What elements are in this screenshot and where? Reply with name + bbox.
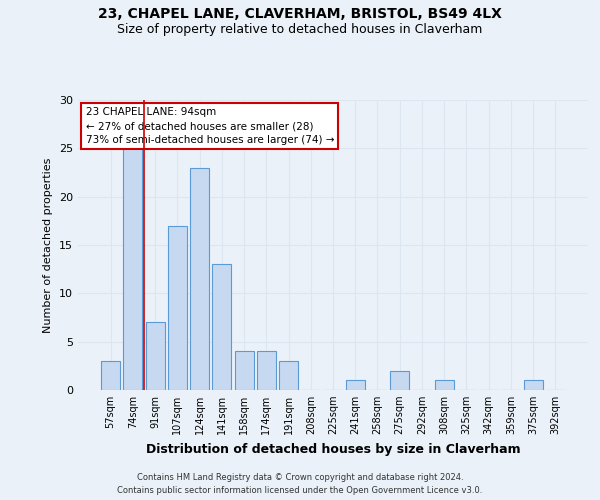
Bar bbox=[212, 264, 231, 390]
Y-axis label: Number of detached properties: Number of detached properties bbox=[43, 158, 53, 332]
Text: Distribution of detached houses by size in Claverham: Distribution of detached houses by size … bbox=[146, 442, 520, 456]
Bar bbox=[257, 352, 276, 390]
Bar bbox=[101, 361, 120, 390]
Bar bbox=[346, 380, 365, 390]
Bar bbox=[279, 361, 298, 390]
Bar bbox=[524, 380, 542, 390]
Bar bbox=[435, 380, 454, 390]
Bar bbox=[124, 148, 142, 390]
Bar bbox=[190, 168, 209, 390]
Text: Contains public sector information licensed under the Open Government Licence v3: Contains public sector information licen… bbox=[118, 486, 482, 495]
Text: 23, CHAPEL LANE, CLAVERHAM, BRISTOL, BS49 4LX: 23, CHAPEL LANE, CLAVERHAM, BRISTOL, BS4… bbox=[98, 8, 502, 22]
Bar bbox=[235, 352, 254, 390]
Bar bbox=[168, 226, 187, 390]
Text: Size of property relative to detached houses in Claverham: Size of property relative to detached ho… bbox=[118, 22, 482, 36]
Bar bbox=[146, 322, 164, 390]
Text: 23 CHAPEL LANE: 94sqm
← 27% of detached houses are smaller (28)
73% of semi-deta: 23 CHAPEL LANE: 94sqm ← 27% of detached … bbox=[86, 108, 334, 146]
Bar bbox=[390, 370, 409, 390]
Text: Contains HM Land Registry data © Crown copyright and database right 2024.: Contains HM Land Registry data © Crown c… bbox=[137, 472, 463, 482]
